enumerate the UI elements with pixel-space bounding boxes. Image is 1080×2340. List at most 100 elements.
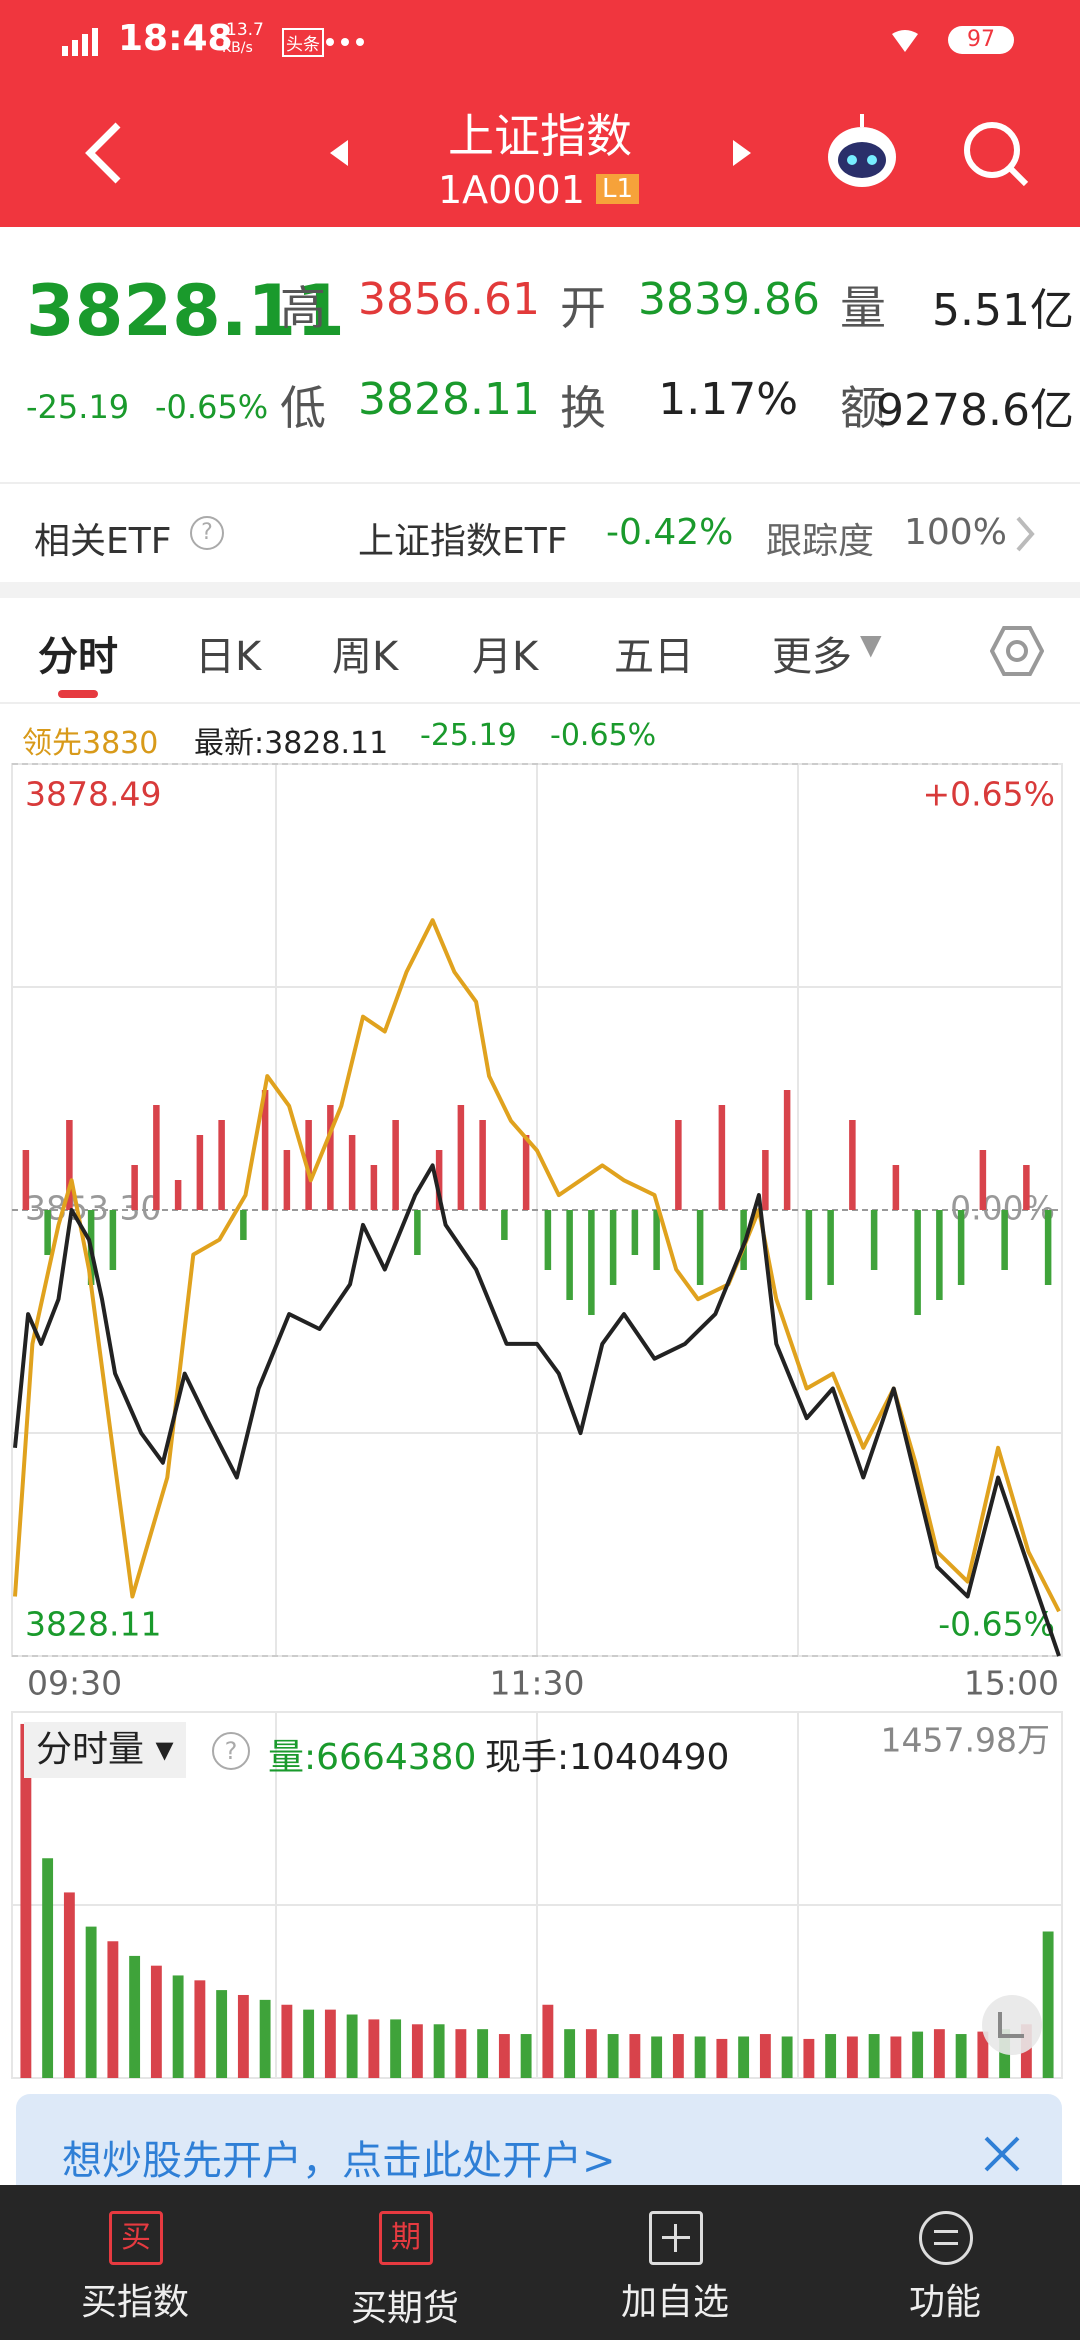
breadth-bar: [783, 1090, 791, 1210]
breadth-bar: [370, 1165, 378, 1210]
nav-label[interactable]: 买期货: [350, 2288, 460, 2329]
breadth-bar: [914, 1210, 921, 1315]
divider: [0, 702, 1080, 704]
price-line: [13, 918, 1061, 1613]
volume-bar: [933, 2029, 945, 2078]
banner-text[interactable]: 想炒股先开户，点击此处开户>: [62, 2138, 616, 2184]
volume-bar: [172, 1975, 184, 2078]
volume-bar: [912, 2031, 924, 2078]
tab-arrow: ▼: [860, 628, 882, 661]
volume-bar: [303, 2009, 315, 2078]
volume-bar: [324, 2009, 336, 2078]
etf-change: -0.42%: [606, 512, 734, 553]
volume-bar: [846, 2036, 858, 2078]
volume-bar: [150, 1965, 162, 2078]
y-tick-label: 3878.49: [25, 775, 161, 814]
volume-selector-text: 分时量: [36, 1729, 145, 1770]
nav-icon[interactable]: 买: [109, 2211, 163, 2265]
field-label: 量: [840, 281, 886, 335]
nav-icon[interactable]: 期: [379, 2211, 433, 2265]
volume-bar: [672, 2034, 684, 2078]
breadth-bar: [153, 1105, 160, 1210]
breadth-bar: [87, 1210, 95, 1285]
help[interactable]: ?: [190, 516, 224, 550]
legend-lead: 领先3830: [22, 726, 159, 761]
volume-bar: [194, 1980, 206, 2078]
field-label: 低: [280, 381, 326, 435]
breadth-bar: [109, 1210, 117, 1270]
volume-bar: [498, 2034, 510, 2078]
breadth-bar: [718, 1105, 726, 1210]
nav-label[interactable]: 买指数: [80, 2282, 190, 2323]
breadth-bar: [609, 1210, 617, 1285]
nav-icon[interactable]: [919, 2211, 973, 2265]
tab[interactable]: 五日: [614, 634, 694, 680]
volume-bar: [63, 1892, 75, 2078]
breadth-bar: [957, 1210, 965, 1285]
volume-bar: [1020, 2024, 1032, 2078]
volume-bar: [716, 2038, 728, 2078]
breadth-bar: [892, 1165, 900, 1210]
breadth-bar: [261, 1090, 269, 1210]
status-speed-unit: KB/s: [222, 40, 253, 56]
change: -25.19: [26, 388, 130, 426]
breadth-bar: [762, 1150, 769, 1210]
nav-label[interactable]: 加自选: [620, 2282, 730, 2323]
tab[interactable]: 分时: [38, 634, 118, 680]
volume-bar: [433, 2024, 445, 2078]
bottom-nav: 买买指数 期买期货 加自选 功能: [0, 2185, 1080, 2340]
field-label: 开: [560, 281, 606, 335]
breadth-bar: [588, 1210, 595, 1315]
legend-latest: 最新:3828.11: [194, 726, 389, 761]
next[interactable]: [733, 140, 751, 166]
header-icons: [62, 28, 1029, 187]
volume-bar: [564, 2029, 576, 2078]
breadth-bar: [218, 1120, 225, 1210]
tab-underline: [58, 690, 98, 698]
price: 3828.11: [26, 270, 345, 352]
breadth-bar: [457, 1105, 465, 1210]
breadth-bar: [653, 1210, 660, 1270]
tab[interactable]: 更多: [772, 634, 852, 680]
banner[interactable]: [16, 2094, 1062, 2185]
settings[interactable]: [990, 624, 1044, 678]
nav-label[interactable]: 功能: [908, 2282, 982, 2323]
search[interactable]: [964, 122, 1029, 187]
field-value: 3828.11: [358, 374, 540, 425]
tab[interactable]: 月K: [472, 634, 539, 680]
banner-close[interactable]: [982, 2134, 1022, 2174]
volume-bar: [585, 2029, 597, 2078]
help[interactable]: ?: [212, 1732, 250, 1770]
breadth-bar: [44, 1210, 51, 1255]
field-label: 额: [840, 381, 886, 435]
breadth-bar: [131, 1165, 138, 1210]
field-value: 9278.6亿: [876, 385, 1074, 436]
back[interactable]: [85, 122, 121, 184]
etf-name[interactable]: 上证指数ETF: [358, 521, 568, 562]
robot[interactable]: [828, 114, 896, 187]
volume-bar: [890, 2036, 902, 2078]
volume-bar: [738, 2036, 750, 2078]
breadth-bar: [849, 1120, 856, 1210]
volume-bar: [368, 2019, 380, 2078]
y2-tick-label: +0.65%: [923, 775, 1055, 814]
breadth-bar: [174, 1180, 182, 1210]
nav-icon[interactable]: [649, 2211, 703, 2265]
header-code: 1A0001: [438, 168, 585, 212]
volume-bar: [607, 2034, 619, 2078]
volume-selector[interactable]: 分时量 ▾: [24, 1722, 186, 1778]
prev[interactable]: [330, 140, 348, 166]
volume-bar: [107, 1941, 119, 2078]
breadth-bar: [414, 1210, 421, 1255]
volume-bar: [629, 2034, 641, 2078]
x-tick-label: 09:30: [27, 1664, 122, 1703]
tab[interactable]: 周K: [332, 634, 399, 680]
field-value: 3856.61: [358, 274, 540, 325]
tab[interactable]: 日K: [195, 634, 262, 680]
volume-hand: 现手:1040490: [485, 1737, 730, 1778]
tracking: 100%: [904, 512, 1007, 553]
breadth-bar: [283, 1150, 291, 1210]
volume-bar: [781, 2036, 793, 2078]
price-line: [13, 1163, 1061, 1657]
